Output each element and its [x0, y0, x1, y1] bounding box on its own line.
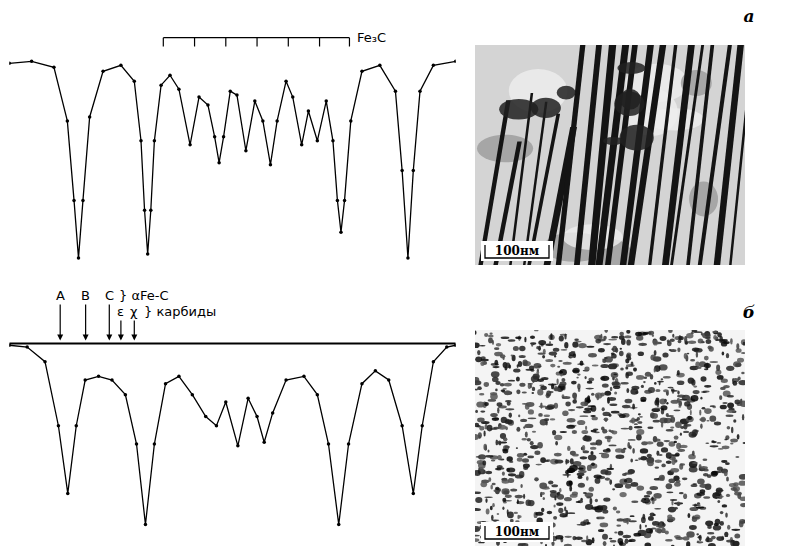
svg-text:} карбиды: } карбиды — [144, 304, 216, 319]
svg-text:B: B — [81, 288, 90, 303]
svg-text:ε: ε — [117, 304, 124, 319]
svg-text:Fe₃C: Fe₃C — [357, 30, 386, 45]
svg-text:} αFe-C: } αFe-C — [119, 288, 169, 303]
svg-text:100нм: 100нм — [495, 244, 540, 258]
svg-text:а: а — [743, 6, 754, 26]
svg-text:χ: χ — [130, 304, 138, 319]
svg-text:C: C — [105, 288, 114, 303]
svg-text:б: б — [743, 302, 755, 322]
svg-text:A: A — [56, 288, 65, 303]
svg-text:100нм: 100нм — [495, 525, 540, 539]
